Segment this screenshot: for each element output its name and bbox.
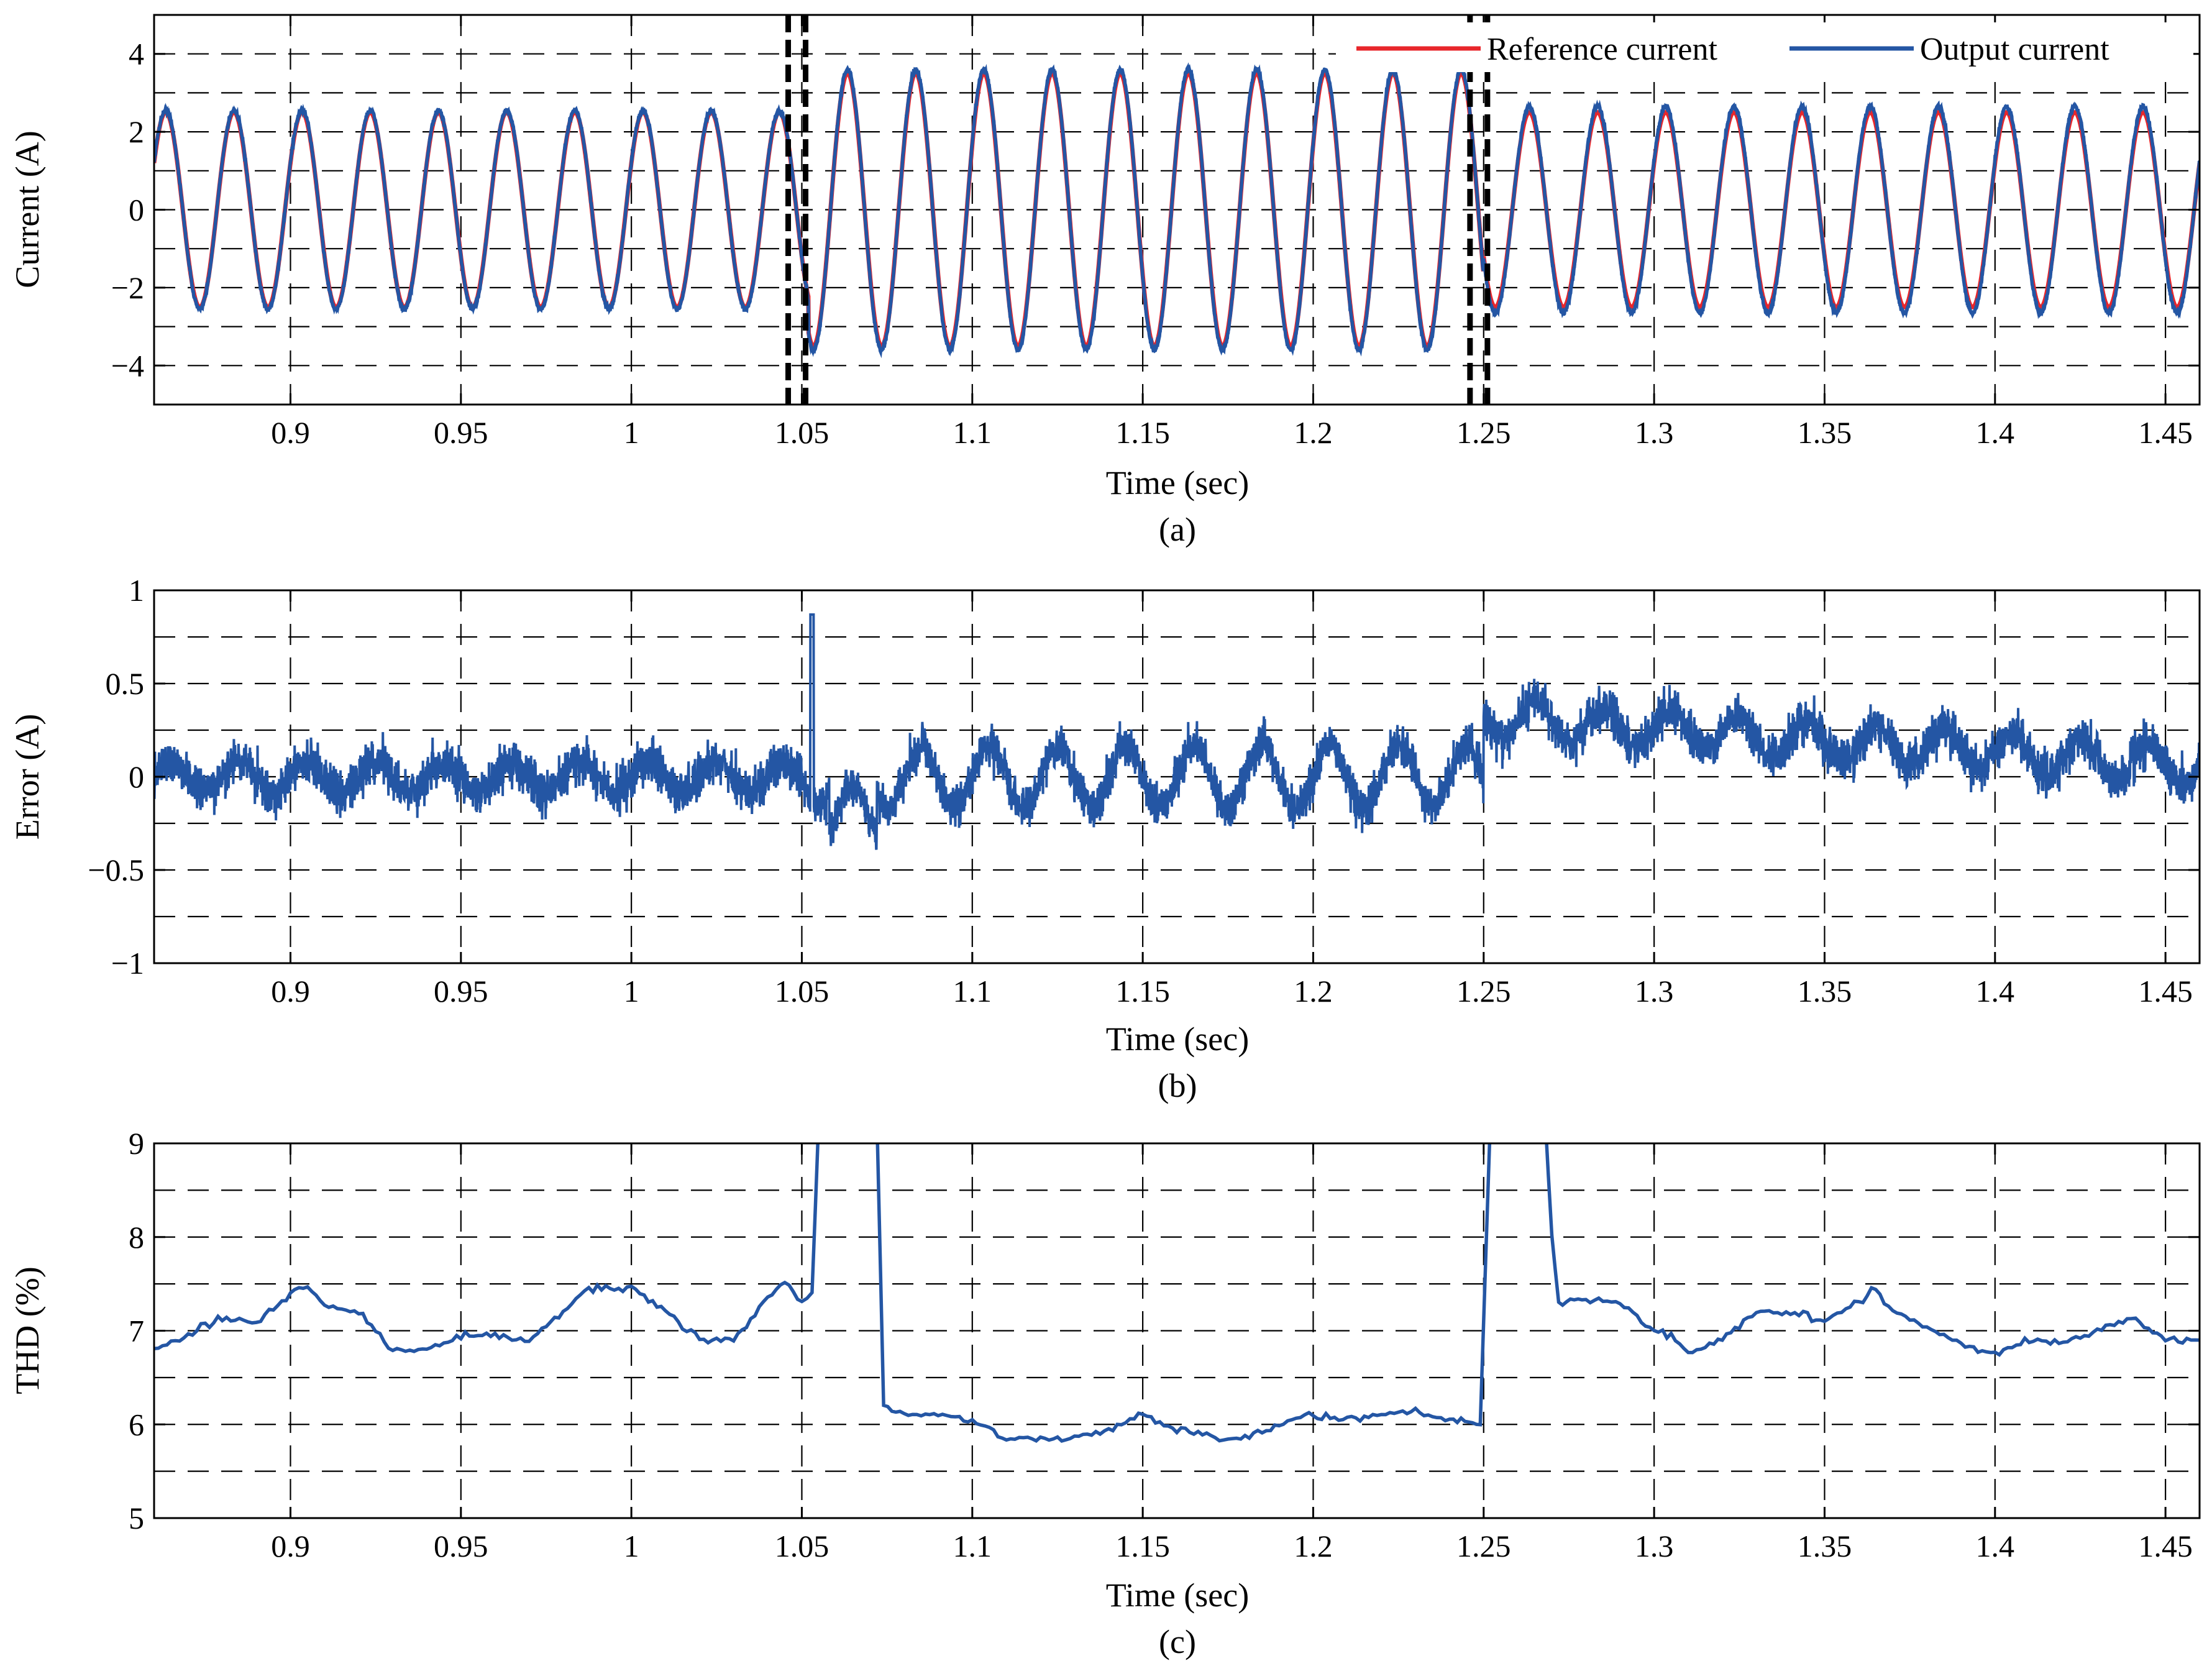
panel-a-xlabel: Time (sec) bbox=[1106, 464, 1249, 501]
panel-b-xlabel: Time (sec) bbox=[1106, 1020, 1249, 1058]
panel-a-ytick-label: −4 bbox=[111, 348, 144, 383]
panel-a-xtick-label: 1.25 bbox=[1456, 415, 1511, 450]
panel-a-xtick-label: 1 bbox=[624, 415, 639, 450]
panel-a-xtick-label: 1.4 bbox=[1976, 415, 2015, 450]
panel-c-xtick-label: 1.3 bbox=[1635, 1529, 1674, 1563]
panel-b-xtick-label: 1.2 bbox=[1294, 974, 1333, 1009]
legend-label-output: Output current bbox=[1920, 32, 2109, 67]
panel-a-xtick-label: 1.1 bbox=[953, 415, 992, 450]
panel-a-current: 0.9 0.95 1 1.05 1.1 1.15 1.2 1.25 1.3 1.35 1.4 1.45… bbox=[9, 14, 2201, 548]
panel-b-xtick-label: 0.95 bbox=[434, 974, 488, 1009]
panel-a-xtick-label: 1.3 bbox=[1635, 415, 1674, 450]
panel-c-ytick-label: 6 bbox=[129, 1407, 144, 1442]
panel-c-xtick-label: 1.15 bbox=[1115, 1529, 1170, 1563]
series-error bbox=[154, 613, 2200, 850]
panel-a-ytick-label: 2 bbox=[129, 114, 144, 149]
panel-b-error: 0.9 0.95 1 1.05 1.1 1.15 1.2 1.25 1.3 1.35 1.4 1.45… bbox=[9, 573, 2201, 1104]
panel-c-xlabel: Time (sec) bbox=[1106, 1576, 1249, 1614]
panel-a-xtick-label: 1.35 bbox=[1798, 415, 1852, 450]
panel-a-ylabel: Current (A) bbox=[9, 130, 46, 288]
panel-b-xtick-label: 1.25 bbox=[1456, 974, 1511, 1009]
panel-b-ytick-label: 0.5 bbox=[106, 666, 145, 701]
panel-b-ytick-label: −1 bbox=[111, 946, 144, 981]
panel-b-xtick-label: 1 bbox=[624, 974, 639, 1009]
panel-c-xtick-label: 1.2 bbox=[1294, 1529, 1333, 1563]
panel-b-xtick-label: 1.1 bbox=[953, 974, 992, 1009]
panel-a-xtick-label: 1.2 bbox=[1294, 415, 1333, 450]
panel-c-ytick-label: 7 bbox=[129, 1314, 144, 1348]
panel-a-xtick-label: 1.05 bbox=[775, 415, 830, 450]
panel-c-caption: (c) bbox=[1159, 1623, 1196, 1660]
panel-a-ytick-label: 4 bbox=[129, 37, 144, 71]
panel-c-xtick-label: 0.9 bbox=[271, 1529, 310, 1563]
panel-c-ytick-label: 8 bbox=[129, 1220, 144, 1255]
series-output-current bbox=[154, 62, 2200, 359]
panel-b-xtick-label: 1.4 bbox=[1976, 974, 2015, 1009]
panel-b-ylabel: Error (A) bbox=[9, 714, 46, 840]
panel-b-xtick-label: 1.3 bbox=[1635, 974, 1674, 1009]
panel-b-xtick-label: 0.9 bbox=[271, 974, 310, 1009]
panel-c-xtick-label: 1 bbox=[624, 1529, 639, 1563]
panel-a-xtick-label: 0.9 bbox=[271, 415, 310, 450]
legend: Reference current Output current bbox=[1336, 22, 2193, 72]
panel-c-ytick-label: 9 bbox=[129, 1126, 144, 1161]
panel-c-xtick-label: 1.35 bbox=[1798, 1529, 1852, 1563]
panel-c-xtick-label: 1.05 bbox=[775, 1529, 830, 1563]
panel-c-ylabel: THD (%) bbox=[9, 1266, 46, 1394]
panel-c-thd: 0.9 0.95 1 1.05 1.1 1.15 1.2 1.25 1.3 1.35 1.4 1.45… bbox=[9, 1126, 2201, 1660]
panel-b-ytick-label: 0 bbox=[129, 759, 144, 794]
panel-a-ytick-label: −2 bbox=[111, 270, 144, 305]
panel-a-xtick-label: 1.45 bbox=[2138, 415, 2193, 450]
panel-b-caption: (b) bbox=[1158, 1067, 1197, 1104]
panel-b-xtick-label: 1.05 bbox=[775, 974, 830, 1009]
panel-b-xtick-label: 1.45 bbox=[2138, 974, 2193, 1009]
panel-c-xtick-label: 1.1 bbox=[953, 1529, 992, 1563]
series-thd bbox=[154, 1143, 2200, 1443]
panel-b-ytick-label: −0.5 bbox=[88, 853, 144, 887]
panel-c-xtick-label: 1.4 bbox=[1976, 1529, 2015, 1563]
panel-a-xtick-label: 1.15 bbox=[1115, 415, 1170, 450]
panel-c-ytick-label: 5 bbox=[129, 1501, 144, 1535]
panel-b-ytick-label: 1 bbox=[129, 573, 144, 608]
panel-a-caption: (a) bbox=[1159, 511, 1196, 548]
panel-a-xtick-label: 0.95 bbox=[434, 415, 488, 450]
panel-c-xtick-label: 1.45 bbox=[2138, 1529, 2193, 1563]
panel-b-xtick-label: 1.15 bbox=[1115, 974, 1170, 1009]
panel-c-xtick-label: 0.95 bbox=[434, 1529, 488, 1563]
legend-label-reference: Reference current bbox=[1487, 32, 1718, 67]
panel-a-ytick-label: 0 bbox=[129, 193, 144, 227]
panel-b-xtick-label: 1.35 bbox=[1798, 974, 1852, 1009]
panel-c-xtick-label: 1.25 bbox=[1456, 1529, 1511, 1563]
